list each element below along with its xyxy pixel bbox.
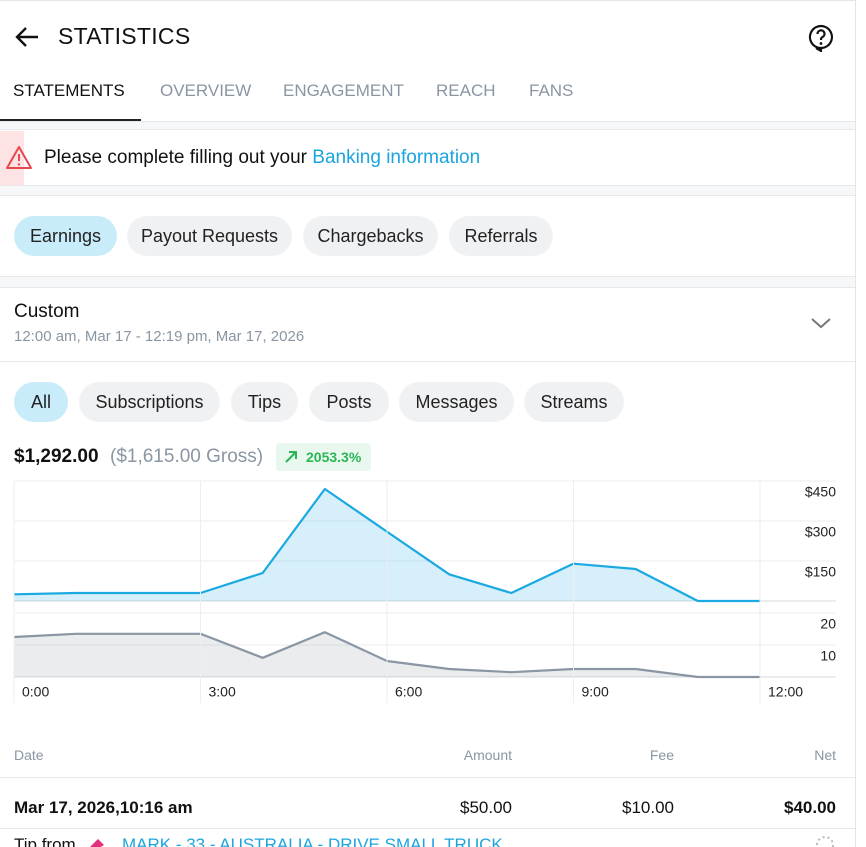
tab[interactable]: FANS	[529, 81, 574, 100]
change-badge: 2053.3%	[276, 443, 372, 471]
divider	[0, 361, 855, 362]
divider	[0, 185, 855, 196]
section-chip[interactable]: Chargebacks	[303, 216, 438, 256]
filter-chip[interactable]: Messages	[399, 382, 514, 422]
banking-link[interactable]: Banking information	[312, 147, 481, 168]
trend-icon	[285, 451, 297, 463]
y-tick-label: $300	[805, 524, 836, 540]
earnings-chart: $150 $300 $450 10 20 0:00 3:00 6:00 9:00 12:00	[13, 480, 836, 703]
divider	[0, 121, 855, 130]
y-tick-label: $450	[805, 484, 836, 500]
row-type: Tip from	[14, 835, 76, 847]
section-chip[interactable]: Payout Requests	[127, 216, 292, 256]
active-tab-indicator	[0, 119, 141, 121]
x-tick-label: 6:00	[395, 684, 422, 700]
column-header: Fee	[649, 747, 674, 763]
loading-spinner	[816, 836, 834, 847]
alert-text: Please complete filling out your	[44, 147, 307, 168]
row-amount: $50.00	[460, 798, 512, 817]
gross-total: ($1,615.00 Gross)	[110, 446, 264, 467]
tab[interactable]: ENGAGEMENT	[283, 81, 404, 100]
column-header: Date	[14, 747, 44, 763]
divider	[0, 828, 855, 829]
tab[interactable]: STATEMENTS	[13, 81, 125, 100]
period-dropdown[interactable]	[810, 316, 832, 330]
divider	[0, 276, 855, 288]
x-tick-label: 3:00	[209, 684, 236, 700]
column-header: Amount	[463, 747, 512, 763]
section-chip[interactable]: Referrals	[449, 216, 553, 256]
filter-chip[interactable]: All	[14, 382, 68, 422]
y-tick-label: 20	[820, 616, 836, 632]
row-fee: $10.00	[622, 798, 674, 817]
row-net: $40.00	[784, 798, 836, 817]
row-date: Mar 17, 2026,10:16 am	[14, 798, 193, 817]
net-total: $1,292.00	[14, 446, 99, 467]
filter-chip[interactable]: Posts	[309, 382, 389, 422]
area-line	[13, 631, 760, 679]
tip-icon	[90, 839, 104, 847]
x-tick-label: 12:00	[768, 684, 803, 700]
section-chip[interactable]: Earnings	[14, 216, 117, 256]
filter-chip[interactable]: Streams	[524, 382, 624, 422]
page-title: STATISTICS	[58, 23, 191, 49]
fan-name[interactable]: MARK - 33 - AUSTRALIA - DRIVE SMALL TRUC…	[122, 835, 503, 847]
help-button[interactable]	[808, 24, 834, 52]
area-line	[13, 487, 760, 603]
tab[interactable]: REACH	[436, 81, 496, 100]
change-value: 2053.3%	[306, 449, 362, 465]
filter-chip[interactable]: Subscriptions	[79, 382, 220, 422]
x-tick-label: 0:00	[22, 684, 49, 700]
y-tick-label: $150	[805, 564, 836, 580]
divider	[0, 777, 855, 778]
y-tick-label: 10	[820, 648, 836, 664]
tab[interactable]: OVERVIEW	[160, 81, 252, 100]
x-tick-label: 9:00	[582, 684, 609, 700]
back-button[interactable]	[14, 25, 40, 49]
column-header: Net	[814, 747, 836, 763]
period-range: 12:00 am, Mar 17 - 12:19 pm, Mar 17, 202…	[14, 328, 305, 345]
warning-icon	[6, 146, 32, 169]
period-label[interactable]: Custom	[14, 301, 80, 322]
filter-chip[interactable]: Tips	[231, 382, 298, 422]
alert-message: Please complete filling out your Banking…	[44, 147, 480, 169]
